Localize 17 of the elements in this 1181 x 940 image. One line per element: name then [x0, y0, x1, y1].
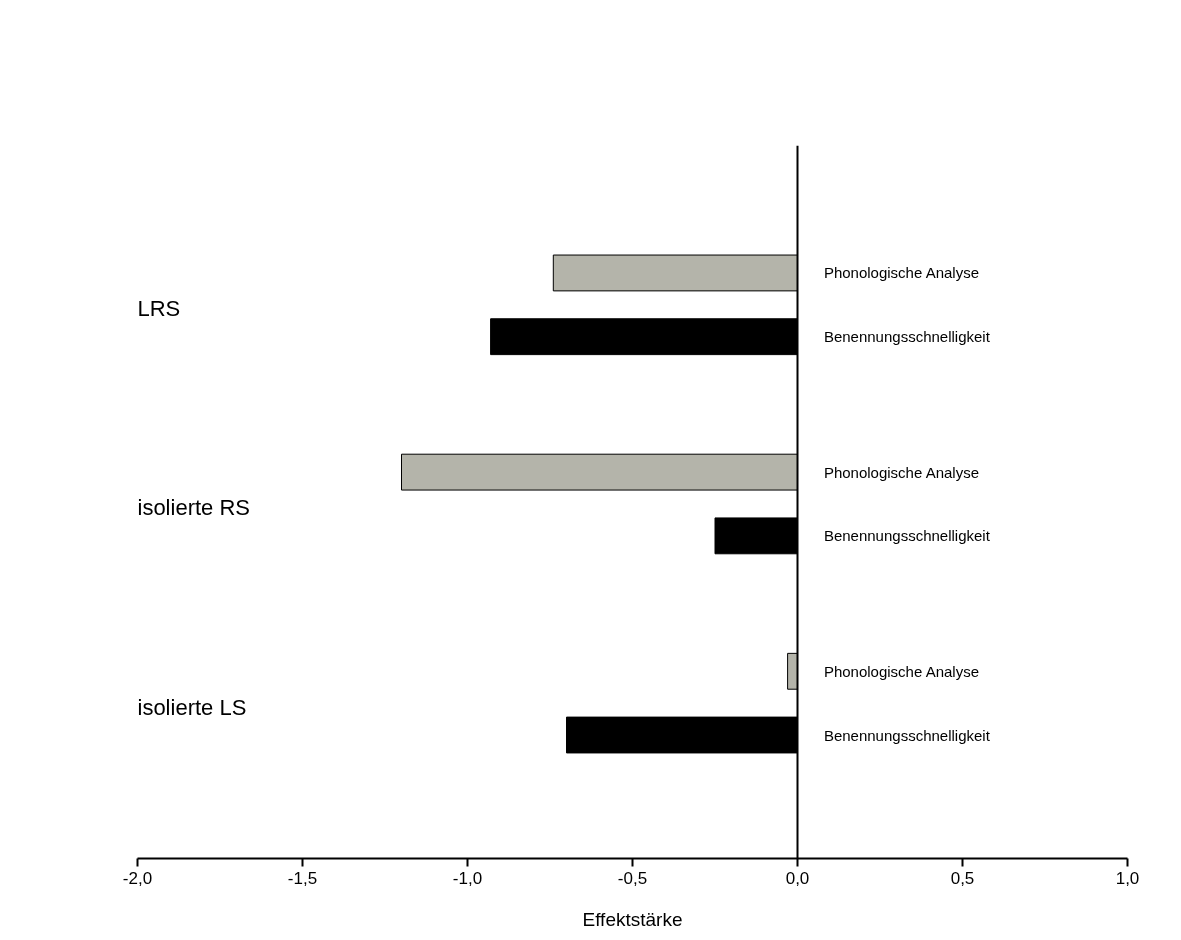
- x-tick-label: -1,0: [452, 868, 483, 888]
- x-tick-label: -2,0: [122, 868, 153, 888]
- x-tick-label: -1,5: [287, 868, 318, 888]
- text: Phonologische Analyse: [823, 662, 980, 680]
- series-label: Benennungsschnelligkeit: [823, 328, 991, 346]
- x-tick-label: -0,5: [617, 868, 648, 888]
- y-tick-label: isolierte RS: [137, 495, 250, 521]
- text: Benennungsschnelligkeit: [823, 527, 990, 545]
- x-tick-label: 0,5: [950, 868, 975, 888]
- x-axis-title: Effektstärke: [582, 908, 683, 930]
- y-tick-label: LRS: [137, 296, 181, 322]
- text: Benennungsschnelligkeit: [823, 726, 990, 744]
- series-label: Phonologische Analyse: [823, 264, 980, 282]
- x-tick-label: 1,0: [1115, 868, 1140, 888]
- text: Phonologische Analyse: [823, 463, 980, 481]
- y-tick-label: isolierte LS: [137, 694, 247, 720]
- x-tick-label: 0,0: [785, 868, 810, 888]
